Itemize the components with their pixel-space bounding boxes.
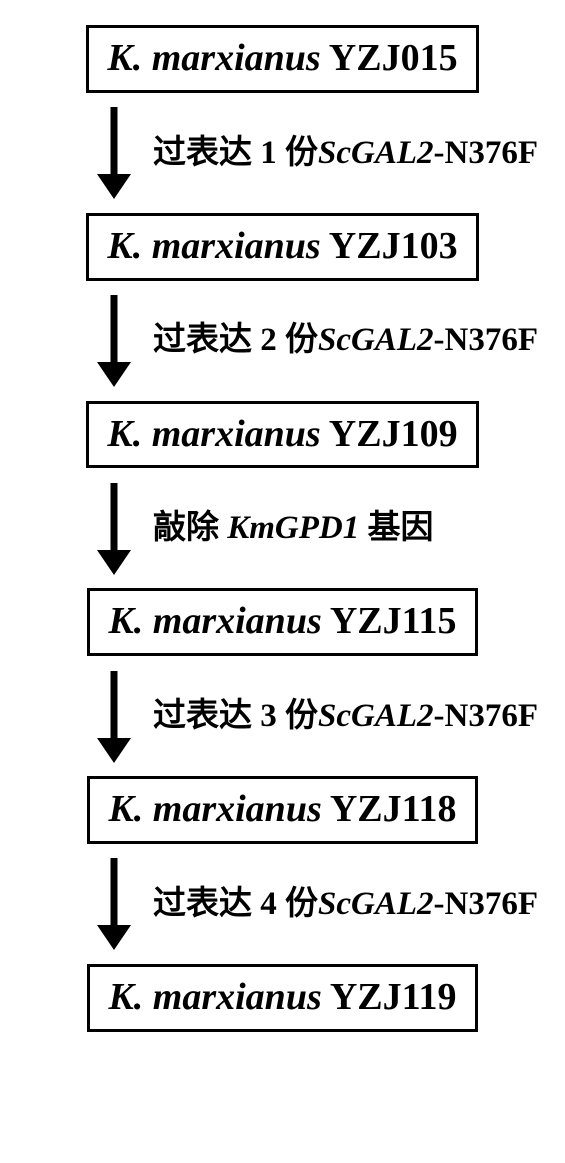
step-prefix: 过表达 3 份 <box>153 698 318 734</box>
strain-code: YZJ115 <box>330 600 457 642</box>
step-suffix: 基因 <box>359 510 433 546</box>
step-label: 过表达 3 份ScGAL2-N376F <box>153 698 538 734</box>
species-name: K. marxianus <box>107 37 320 79</box>
gene-name: KmGPD1 <box>227 510 359 546</box>
strain-node: K. marxianus YZJ109 <box>86 401 478 469</box>
arrow-down-icon <box>95 105 133 200</box>
step-prefix: 过表达 1 份 <box>153 135 318 171</box>
flow-step: 过表达 1 份ScGAL2-N376F <box>20 93 545 213</box>
gene-name: ScGAL2 <box>318 322 434 358</box>
flow-step: 过表达 4 份ScGAL2-N376F <box>20 844 545 964</box>
gene-name: ScGAL2 <box>318 886 434 922</box>
arrow-down-icon <box>95 293 133 388</box>
step-suffix: -N376F <box>434 698 538 734</box>
strain-node: K. marxianus YZJ119 <box>87 964 477 1032</box>
strain-code: YZJ015 <box>329 37 458 79</box>
flow-step: 敲除 KmGPD1 基因 <box>20 468 545 588</box>
step-prefix: 敲除 <box>153 510 227 546</box>
flowchart-container: K. marxianus YZJ015过表达 1 份ScGAL2-N376FK.… <box>0 0 565 1057</box>
step-label: 过表达 4 份ScGAL2-N376F <box>153 886 538 922</box>
strain-code: YZJ118 <box>330 788 457 830</box>
step-label: 过表达 1 份ScGAL2-N376F <box>153 135 538 171</box>
flow-step: 过表达 3 份ScGAL2-N376F <box>20 656 545 776</box>
strain-node: K. marxianus YZJ103 <box>86 213 478 281</box>
arrow-down-icon <box>95 856 133 951</box>
step-label: 过表达 2 份ScGAL2-N376F <box>153 322 538 358</box>
arrow-down-icon <box>95 669 133 764</box>
step-label: 敲除 KmGPD1 基因 <box>153 510 434 546</box>
strain-code: YZJ109 <box>329 413 458 455</box>
arrow-down-icon <box>95 481 133 576</box>
species-name: K. marxianus <box>107 413 320 455</box>
strain-node: K. marxianus YZJ115 <box>87 588 477 656</box>
species-name: K. marxianus <box>108 600 321 642</box>
strain-node: K. marxianus YZJ015 <box>86 25 478 93</box>
strain-code: YZJ103 <box>329 225 458 267</box>
species-name: K. marxianus <box>108 788 321 830</box>
gene-name: ScGAL2 <box>318 698 434 734</box>
gene-name: ScGAL2 <box>318 135 434 171</box>
step-prefix: 过表达 2 份 <box>153 322 318 358</box>
step-suffix: -N376F <box>434 135 538 171</box>
strain-node: K. marxianus YZJ118 <box>87 776 477 844</box>
strain-code: YZJ119 <box>330 976 457 1018</box>
species-name: K. marxianus <box>108 976 321 1018</box>
step-prefix: 过表达 4 份 <box>153 886 318 922</box>
step-suffix: -N376F <box>434 886 538 922</box>
flow-step: 过表达 2 份ScGAL2-N376F <box>20 281 545 401</box>
species-name: K. marxianus <box>107 225 320 267</box>
step-suffix: -N376F <box>434 322 538 358</box>
